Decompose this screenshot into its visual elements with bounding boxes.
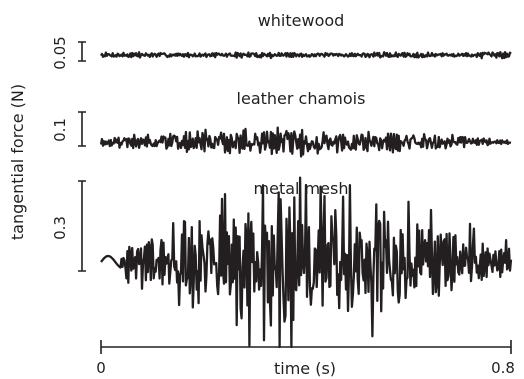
trace-whitewood [100,51,512,60]
trace-metal-mesh [100,176,513,349]
x-axis-label: time (s) [274,359,336,378]
panel-title-whitewood: whitewood [258,11,345,30]
x-axis [100,340,512,354]
trace-leather-chamois [99,126,512,158]
panel-title-leather-chamois: leather chamois [237,89,366,108]
scale-label-whitewood: 0.05 [51,36,69,69]
scale-label-metal-mesh: 0.3 [51,216,69,240]
scale-bar-whitewood [78,41,86,62]
scale-bar-metal-mesh [78,180,86,272]
x-tick-label-0: 0 [96,359,106,377]
x-tick-label-0.8: 0.8 [491,359,515,377]
scale-bar-leather-chamois [78,111,86,147]
scale-label-leather-chamois: 0.1 [51,118,69,142]
y-axis-label: tangential force (N) [8,84,27,240]
